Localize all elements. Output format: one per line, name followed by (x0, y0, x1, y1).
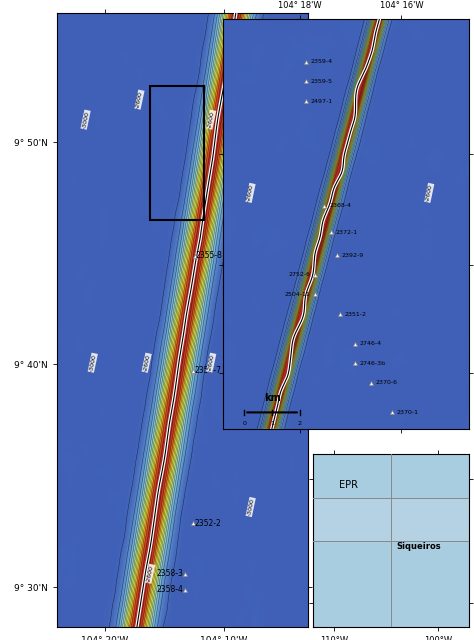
Text: 1: 1 (270, 420, 274, 426)
Text: 2392-9: 2392-9 (341, 253, 364, 258)
Text: 2752-6: 2752-6 (289, 272, 310, 277)
Text: -2600: -2600 (207, 110, 216, 129)
Text: 2359-5: 2359-5 (310, 79, 333, 84)
Text: 2355-8: 2355-8 (196, 252, 223, 260)
Text: 2746-4: 2746-4 (360, 341, 382, 346)
Bar (150, 86, 204, 220)
Text: 2746-3b: 2746-3b (360, 361, 386, 366)
Text: -2600: -2600 (135, 90, 144, 109)
Text: 2: 2 (298, 420, 302, 426)
Text: 2497-1: 2497-1 (310, 99, 333, 104)
Bar (313, 498, 469, 541)
Text: -3000: -3000 (246, 498, 255, 516)
Text: 2358-3: 2358-3 (157, 569, 183, 579)
Text: -3000: -3000 (89, 353, 97, 372)
Text: -2600: -2600 (425, 184, 434, 202)
Text: 2370-1: 2370-1 (397, 410, 419, 415)
Text: 2368-4: 2368-4 (329, 204, 351, 209)
Text: 2504-11: 2504-11 (285, 292, 310, 297)
Text: -3000: -3000 (81, 110, 90, 129)
Text: -2600: -2600 (142, 353, 151, 372)
Text: EPR: EPR (339, 480, 358, 490)
Text: km: km (264, 392, 281, 403)
Text: -2600: -2600 (146, 564, 155, 583)
Text: 2356-7: 2356-7 (194, 366, 221, 375)
Text: 2370-6: 2370-6 (375, 380, 397, 385)
Text: 2351-2: 2351-2 (345, 312, 366, 317)
Text: 2352-2: 2352-2 (194, 518, 221, 527)
Text: 2358-4: 2358-4 (157, 586, 183, 595)
Text: 0: 0 (242, 420, 246, 426)
Text: 2359-4: 2359-4 (310, 60, 333, 64)
Text: Siqueiros: Siqueiros (396, 543, 441, 552)
Text: 2372-1: 2372-1 (335, 230, 357, 235)
Text: -2600: -2600 (246, 184, 255, 202)
Text: -2600: -2600 (207, 353, 216, 372)
Text: -3000: -3000 (254, 110, 262, 129)
